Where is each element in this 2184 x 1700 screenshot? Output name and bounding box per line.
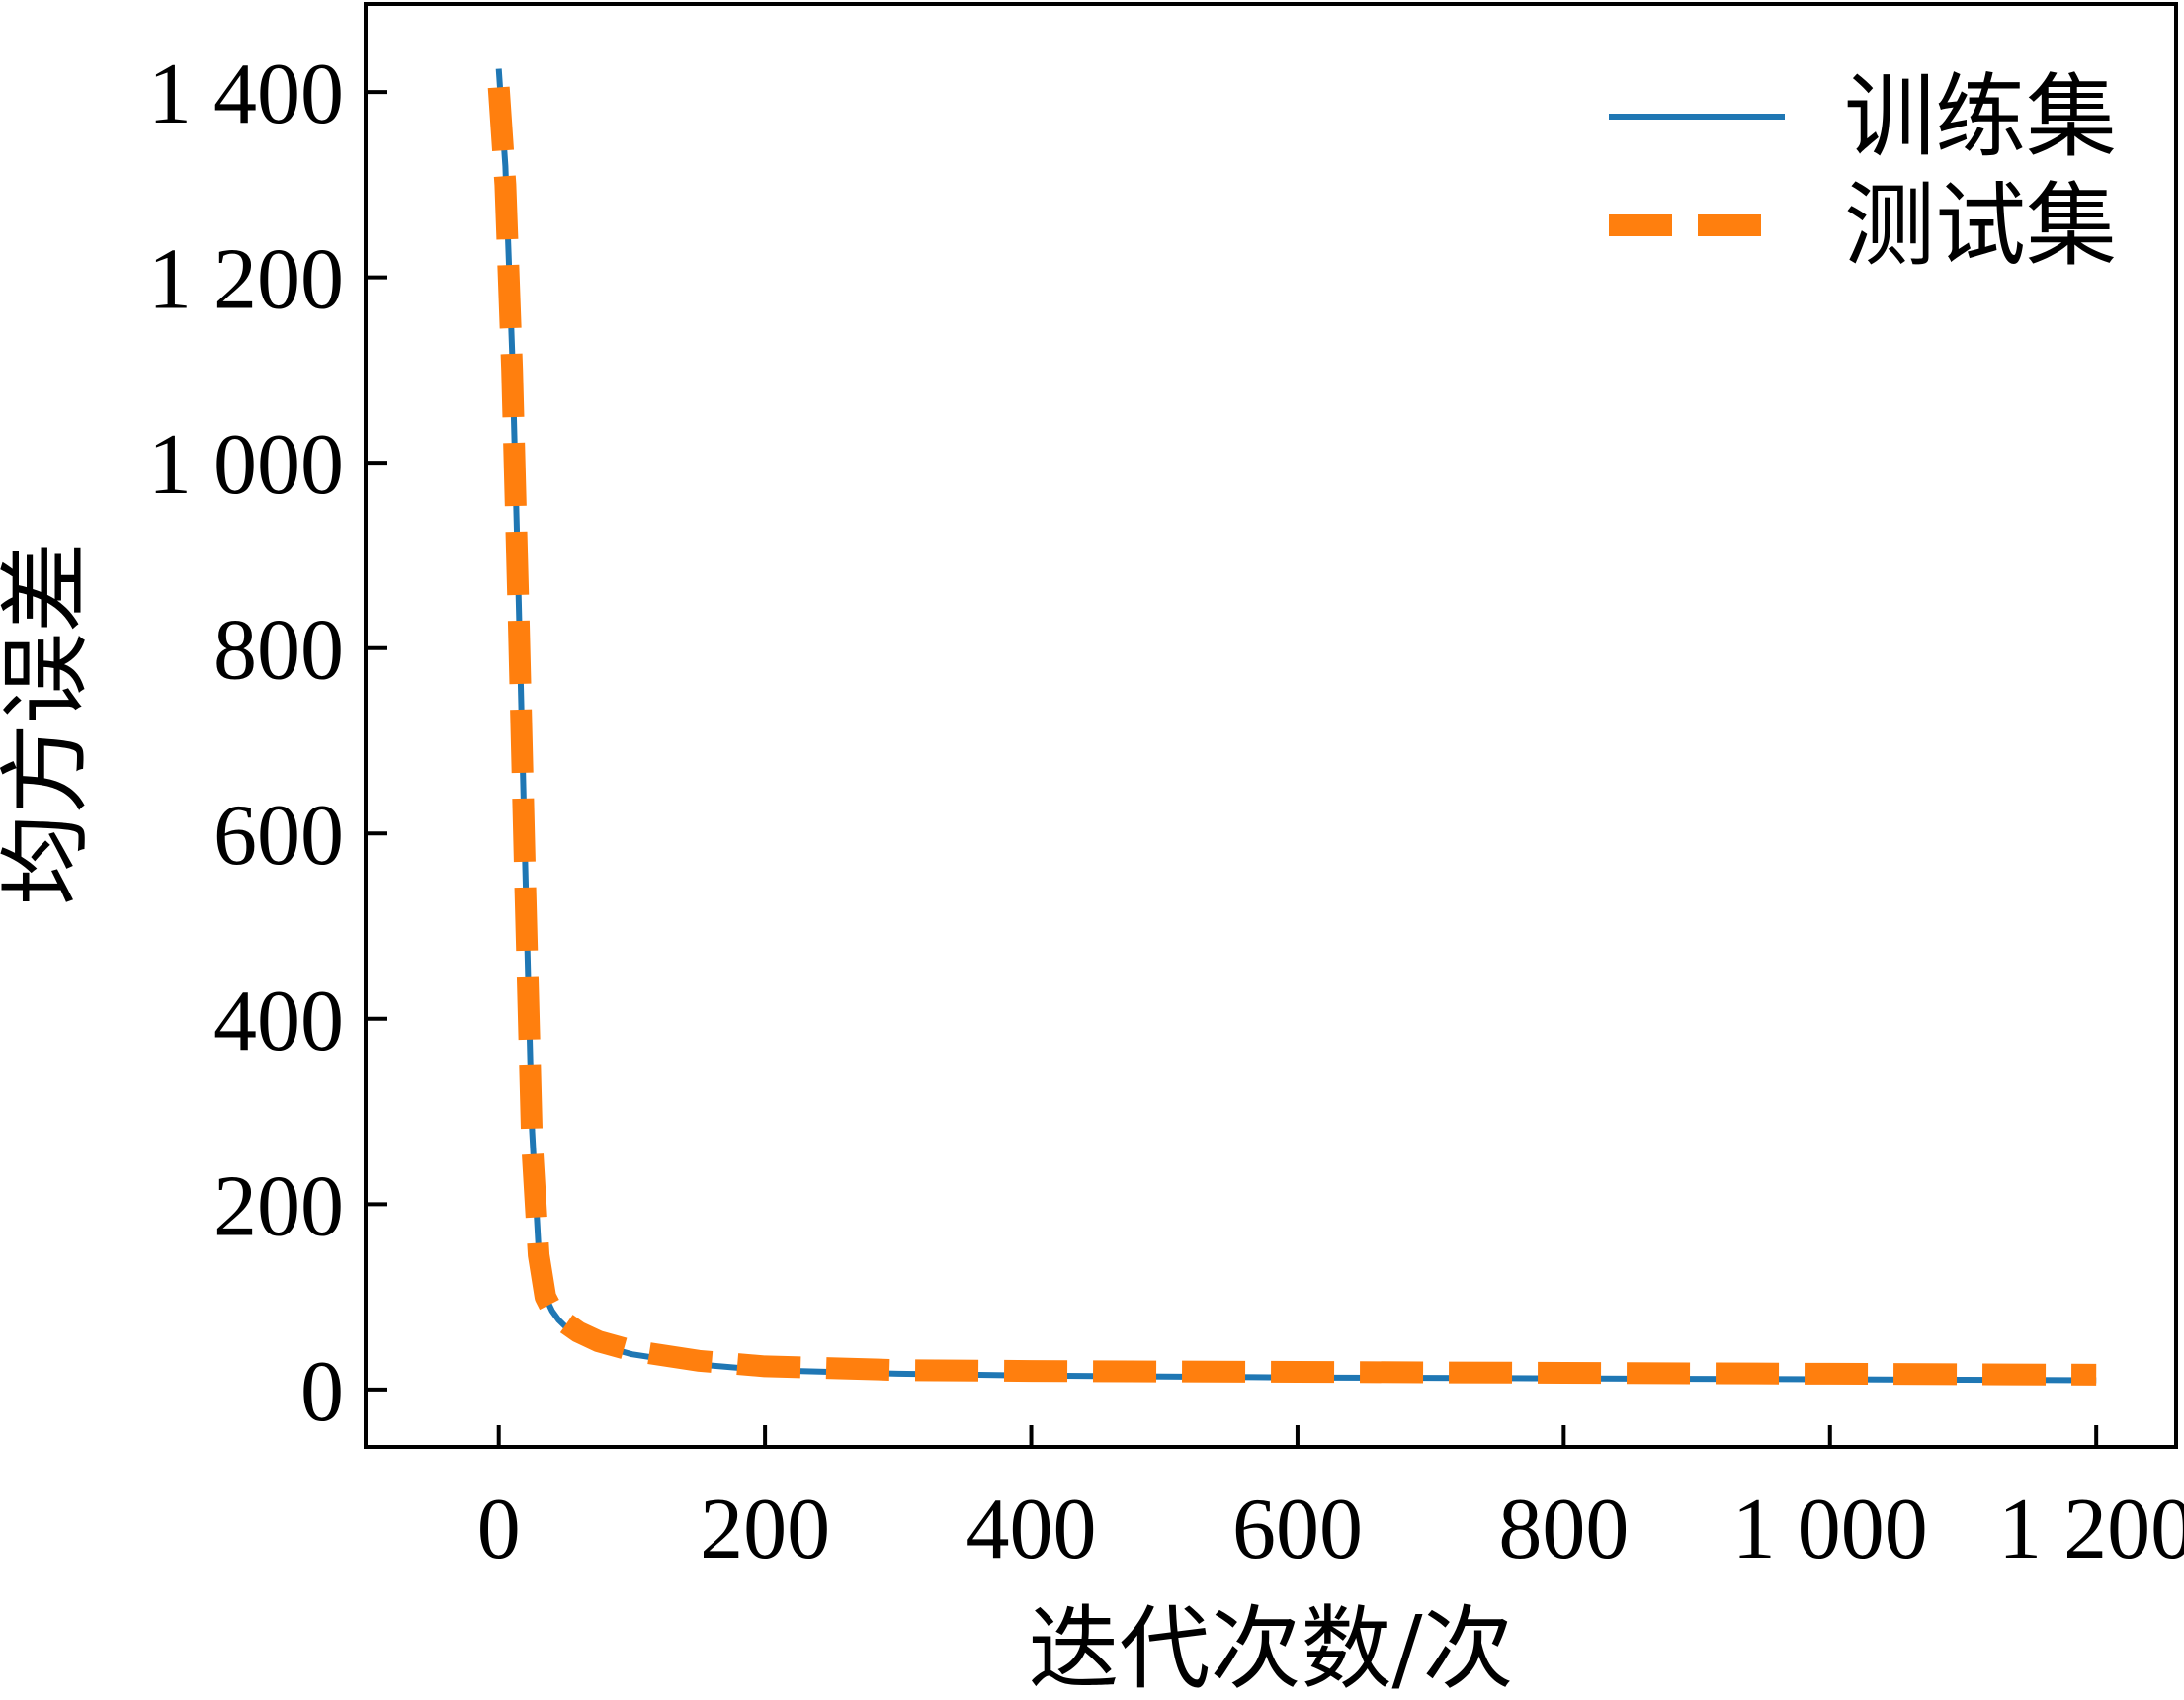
y-tick-label: 0 bbox=[300, 1344, 344, 1440]
x-tick-label: 200 bbox=[700, 1482, 830, 1577]
plot-frame bbox=[364, 2, 2178, 1449]
y-tick-label: 1 400 bbox=[148, 46, 344, 142]
y-tick-label: 1 200 bbox=[148, 232, 344, 328]
x-tick-label: 800 bbox=[1498, 1482, 1629, 1577]
legend-label-1: 训练集 bbox=[1844, 64, 2117, 170]
tick-labels: 0 200 400 600 800 1 000 1 200 0 200 400 600 800 1 00… bbox=[148, 46, 2184, 1577]
series-line-2 bbox=[487, 86, 2097, 1386]
x-tick-label: 1 000 bbox=[1732, 1482, 1928, 1577]
y-tick-label: 200 bbox=[213, 1158, 344, 1254]
series-layer bbox=[487, 68, 2097, 1386]
x-axis-label: 迭代次数/次 bbox=[1029, 1596, 1514, 1700]
x-tick-label: 600 bbox=[1232, 1482, 1363, 1577]
x-tick-label: 1 200 bbox=[1998, 1482, 2184, 1577]
x-tick-label: 400 bbox=[966, 1482, 1097, 1577]
y-axis-label: 均方误差 bbox=[0, 542, 99, 905]
x-tick-label: 0 bbox=[477, 1482, 521, 1577]
axis-ticks bbox=[366, 90, 2099, 1447]
y-tick-label: 400 bbox=[213, 974, 344, 1069]
legend-label-2: 测试集 bbox=[1844, 173, 2117, 279]
y-tick-label: 800 bbox=[213, 603, 344, 699]
y-tick-label: 600 bbox=[213, 788, 344, 884]
y-tick-label: 1 000 bbox=[148, 417, 344, 513]
